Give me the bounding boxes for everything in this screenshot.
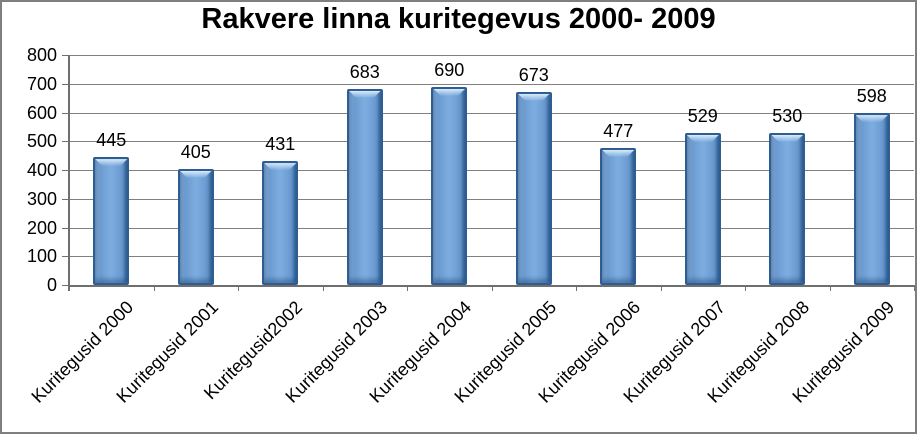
bar-value-label: 673 [518, 64, 549, 85]
y-axis-tick-label: 800 [26, 45, 57, 65]
bar-value-label: 683 [349, 61, 380, 82]
y-axis-tick [62, 170, 69, 171]
y-axis-tick-label: 600 [26, 102, 57, 123]
bar-value-label: 445 [96, 130, 127, 151]
y-axis-tick [62, 112, 69, 114]
x-axis-tick [576, 285, 577, 291]
x-axis-tick [69, 285, 70, 291]
y-axis-tick [62, 285, 69, 286]
bar [262, 161, 299, 285]
bar [431, 86, 468, 285]
x-axis-tick [660, 285, 662, 291]
gridline [69, 198, 914, 200]
y-axis-tick [62, 83, 69, 85]
bar [684, 132, 721, 285]
bar [346, 88, 383, 285]
bar [853, 113, 890, 285]
y-axis-tick [62, 198, 69, 200]
bar [93, 157, 130, 285]
gridline [69, 55, 914, 56]
x-axis-tick [407, 285, 408, 291]
y-axis-tick-label: 200 [26, 217, 57, 238]
y-axis-tick [62, 256, 69, 258]
y-axis-tick-label: 0 [46, 275, 57, 295]
bar-value-label: 530 [772, 105, 803, 126]
plot-area: 0 100 200 300 400 500 600 700 800 445 Kuritegusid … [27, 45, 915, 407]
gridline [69, 141, 914, 143]
y-axis-tick-label: 300 [26, 188, 57, 209]
x-axis-tick [914, 285, 915, 291]
gridline [69, 83, 914, 85]
bar [177, 168, 214, 285]
bar-value-label: 690 [434, 59, 465, 80]
chart-title: Rakvere linna kuritegevus 2000- 2009 [201, 3, 716, 35]
bar-value-label: 405 [180, 141, 211, 162]
y-axis-tick-label: 500 [26, 131, 57, 152]
y-axis-tick [62, 55, 69, 56]
gridline [69, 170, 914, 171]
gridline [69, 256, 914, 258]
bar [769, 132, 806, 285]
x-axis-tick [322, 285, 324, 291]
bar [515, 91, 552, 285]
gridline [69, 227, 914, 229]
y-axis-tick [62, 141, 69, 143]
x-axis-tick [745, 285, 746, 291]
y-axis-tick [62, 227, 69, 229]
gridline [69, 112, 914, 114]
bar-value-label: 431 [265, 134, 296, 155]
bar-value-label: 598 [856, 86, 887, 107]
y-axis-line [68, 55, 70, 291]
y-axis-tick-label: 100 [26, 246, 57, 267]
x-axis-tick [491, 285, 493, 291]
x-axis-tick [153, 285, 155, 291]
x-axis-tick [829, 285, 831, 291]
x-axis-tick [238, 285, 239, 291]
y-axis-tick-label: 400 [26, 160, 57, 180]
bar-value-label: 477 [603, 120, 634, 141]
bar-value-label: 529 [687, 105, 718, 126]
y-axis-tick-label: 700 [26, 73, 57, 94]
bar [600, 147, 637, 285]
